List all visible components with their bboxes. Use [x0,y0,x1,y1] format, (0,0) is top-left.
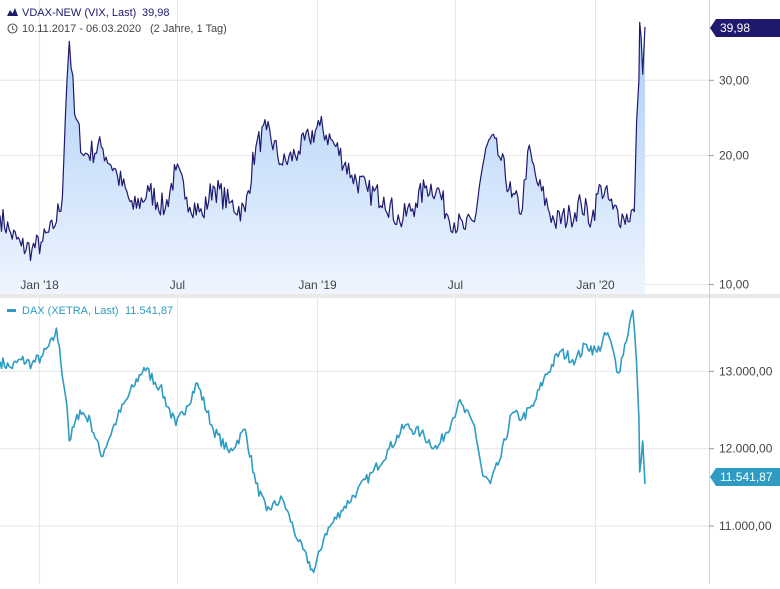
panel-separator[interactable] [0,294,780,298]
vdax-legend-value: 39,98 [142,7,170,19]
line-series-icon [7,309,16,312]
y-tick-label: 13.000,00 [719,364,773,378]
x-tick-label: Jan '20 [576,278,615,292]
mountain-chart-icon [7,8,18,16]
date-range-info: 10.11.2017 - 06.03.2020 (2 Jahre, 1 Tag) [7,23,227,35]
vdax-badge-text: 39,98 [720,21,750,35]
vdax-y-axis: 10,00 20,00 30,00 [709,73,749,291]
y-tick-label: 12.000,00 [719,442,773,456]
date-range-text: 10.11.2017 - 06.03.2020 [22,23,141,35]
x-tick-label: Jul [448,278,463,292]
x-tick-label: Jan '19 [298,278,337,292]
duration-text: (2 Jahre, 1 Tag) [150,23,227,35]
vdax-last-value-badge: 39,98 [710,19,780,37]
dax-badge-text: 11.541,87 [720,470,773,484]
y-tick-label: 20,00 [719,149,749,163]
x-tick-label: Jan '18 [20,278,59,292]
dax-legend[interactable]: DAX (XETRA, Last) 11.541,87 [7,305,173,317]
vdax-legend[interactable]: VDAX-NEW (VIX, Last) 39,98 [7,7,170,19]
clock-icon [7,23,18,34]
dax-series-layer [0,309,646,574]
dax-last-value-badge: 11.541,87 [710,468,780,486]
x-tick-label: Jul [170,278,185,292]
y-tick-label: 10,00 [719,277,749,291]
dax-legend-label: DAX (XETRA, Last) [22,305,119,317]
vdax-series-layer [0,21,646,295]
y-tick-label: 11.000,00 [719,519,772,533]
y-tick-label: 30,00 [719,73,749,87]
vdax-series-line[interactable] [0,21,646,262]
vdax-legend-label: VDAX-NEW (VIX, Last) [22,7,136,19]
dax-series-line[interactable] [0,309,646,574]
vdax-area-fill [0,22,645,295]
dax-y-axis: 11.000,00 12.000,00 13.000,00 [709,364,773,533]
x-axis: Jan '18 Jul Jan '19 Jul Jan '20 [20,278,615,292]
dax-legend-value: 11.541,87 [125,305,173,317]
